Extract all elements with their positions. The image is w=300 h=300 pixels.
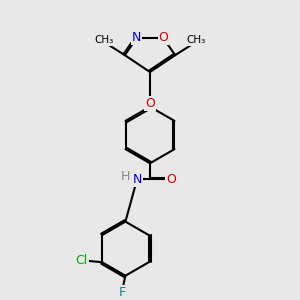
Text: CH₃: CH₃ xyxy=(187,35,206,45)
Text: O: O xyxy=(145,97,155,110)
Text: N: N xyxy=(132,173,142,186)
Text: F: F xyxy=(119,286,126,299)
Text: O: O xyxy=(159,31,169,44)
Text: H: H xyxy=(121,170,130,183)
Text: Cl: Cl xyxy=(75,254,88,267)
Text: H: H xyxy=(129,173,139,186)
Text: N: N xyxy=(132,31,141,44)
Text: O: O xyxy=(166,173,176,186)
Text: CH₃: CH₃ xyxy=(94,35,113,45)
